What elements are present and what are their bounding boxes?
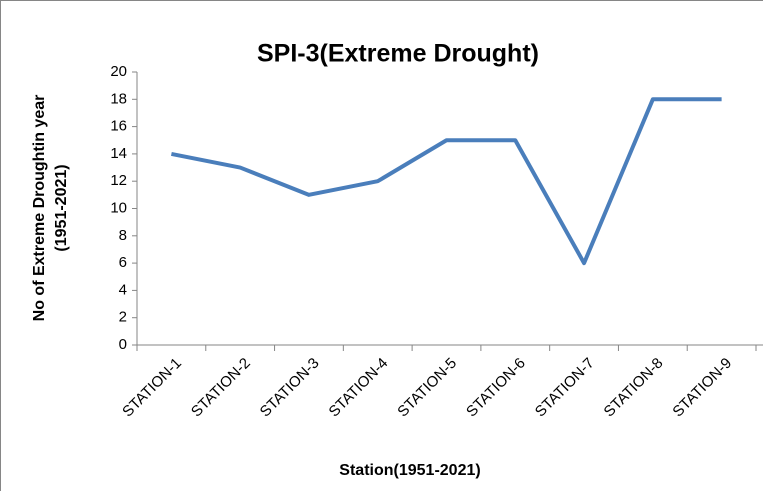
x-tick-label: STATION-7 — [532, 355, 598, 421]
x-tick-label: STATION-5 — [394, 355, 460, 421]
y-axis-label: (1951-2021) — [53, 164, 70, 251]
chart-title: SPI-3(Extreme Drought) — [257, 40, 539, 68]
y-tick-label: 4 — [119, 281, 127, 298]
y-tick-label: 14 — [110, 145, 127, 162]
y-tick-label: 0 — [119, 336, 127, 353]
x-tick-label: STATION-1 — [119, 355, 185, 421]
y-tick-label: 12 — [110, 172, 127, 189]
x-tick-label: STATION-3 — [257, 355, 323, 421]
x-tick-label: STATION-4 — [326, 355, 392, 421]
y-tick-label: 10 — [110, 199, 127, 216]
y-tick-label: 8 — [119, 227, 127, 244]
x-tick-label: STATION-6 — [463, 355, 529, 421]
x-tick-label: STATION-2 — [188, 355, 254, 421]
y-tick-label: 16 — [110, 118, 127, 135]
y-axis-label: No of Extreme Droughtin year — [31, 95, 48, 322]
y-tick-label: 18 — [110, 90, 127, 107]
x-axis-label: Station(1951-2021) — [339, 462, 480, 479]
y-tick-label: 20 — [110, 63, 127, 80]
data-line — [170, 97, 722, 266]
x-tick-label: STATION-8 — [601, 355, 667, 421]
x-tick-label: STATION-9 — [669, 355, 735, 421]
y-tick-label: 2 — [119, 309, 127, 326]
y-tick-label: 6 — [119, 254, 127, 271]
